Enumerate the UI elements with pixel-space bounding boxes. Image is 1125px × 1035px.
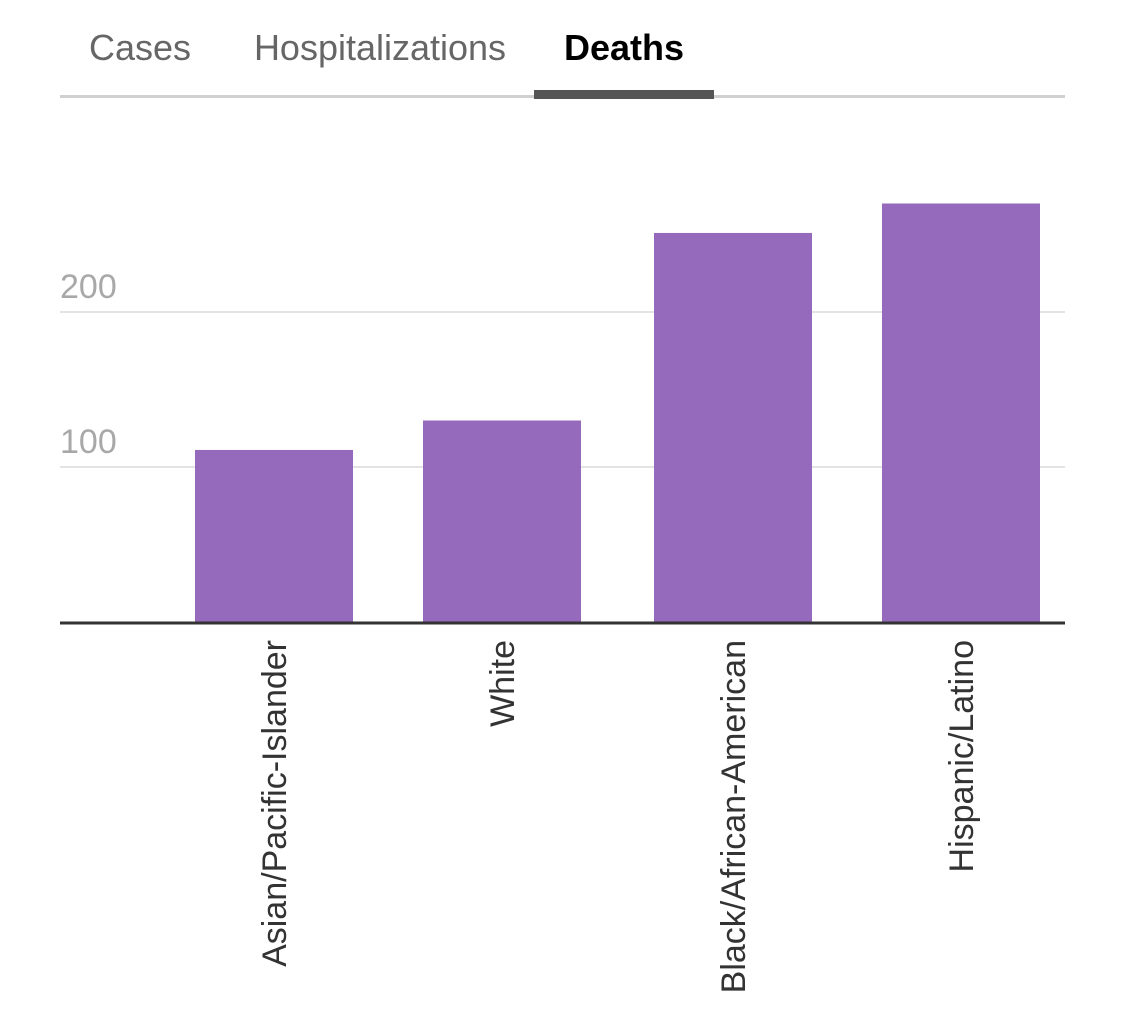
tab-bar: Cases Hospitalizations Deaths bbox=[60, 0, 1065, 99]
x-category-label: Hispanic/Latino bbox=[943, 640, 981, 872]
bar-black-african-american bbox=[654, 232, 812, 622]
bar-asian-pacific-islander bbox=[195, 449, 353, 622]
y-tick-label: 100 bbox=[60, 423, 117, 461]
x-category-label: Black/African-American bbox=[715, 640, 753, 993]
active-tab-indicator bbox=[534, 90, 714, 99]
tab-hospitalizations[interactable]: Hospitalizations bbox=[253, 27, 507, 68]
bar-hispanic-latino bbox=[882, 203, 1040, 622]
tab-cases[interactable]: Cases bbox=[88, 27, 192, 68]
bar-chart: 100 200 Asian/Pacific-Islander White Black/A… bbox=[60, 203, 1065, 993]
bar-white bbox=[423, 420, 581, 622]
y-tick-label: 200 bbox=[60, 268, 117, 306]
x-category-label: White bbox=[484, 640, 522, 727]
x-category-label: Asian/Pacific-Islander bbox=[256, 640, 294, 967]
tab-deaths[interactable]: Deaths bbox=[563, 27, 685, 68]
